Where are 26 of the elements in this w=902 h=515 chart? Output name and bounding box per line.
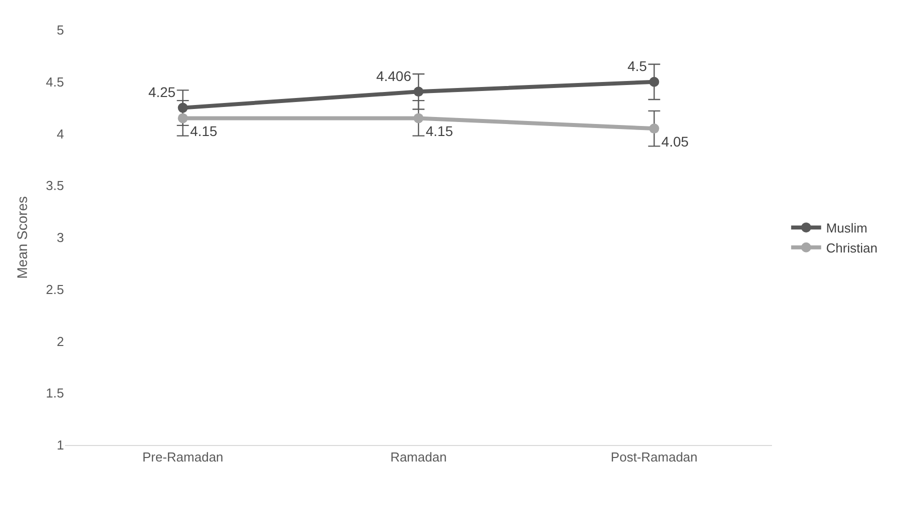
data-label: 4.15 <box>426 122 454 139</box>
point <box>178 113 188 124</box>
y-tick-label: 2 <box>56 334 64 349</box>
y-tick-label: 3.5 <box>46 178 64 194</box>
data-label: 4.5 <box>627 58 648 74</box>
y-tick-label: 2.5 <box>46 282 64 297</box>
x-tick-label: Post-Ramadan <box>610 450 698 465</box>
legend-label: Muslim <box>826 220 868 236</box>
y-tick-label: 1 <box>56 438 64 453</box>
y-tick-label: 4.5 <box>46 74 64 90</box>
x-tick-label: Pre-Ramadan <box>142 450 224 465</box>
point <box>414 113 424 124</box>
y-tick-label: 4 <box>56 126 64 142</box>
legend-label: Christian <box>826 240 878 256</box>
x-tick-label: Ramadan <box>390 450 447 465</box>
point <box>414 86 424 97</box>
y-tick-label: 5 <box>56 22 64 38</box>
point <box>649 124 660 134</box>
data-label: 4.406 <box>376 68 412 84</box>
data-label: 4.05 <box>661 133 689 150</box>
y-axis-title: Mean Scores <box>14 196 30 279</box>
data-label: 4.15 <box>190 122 218 139</box>
point <box>649 76 660 87</box>
y-tick-label: 3 <box>56 230 64 246</box>
y-tick-label: 1.5 <box>46 386 64 401</box>
data-label: 4.25 <box>148 84 176 100</box>
